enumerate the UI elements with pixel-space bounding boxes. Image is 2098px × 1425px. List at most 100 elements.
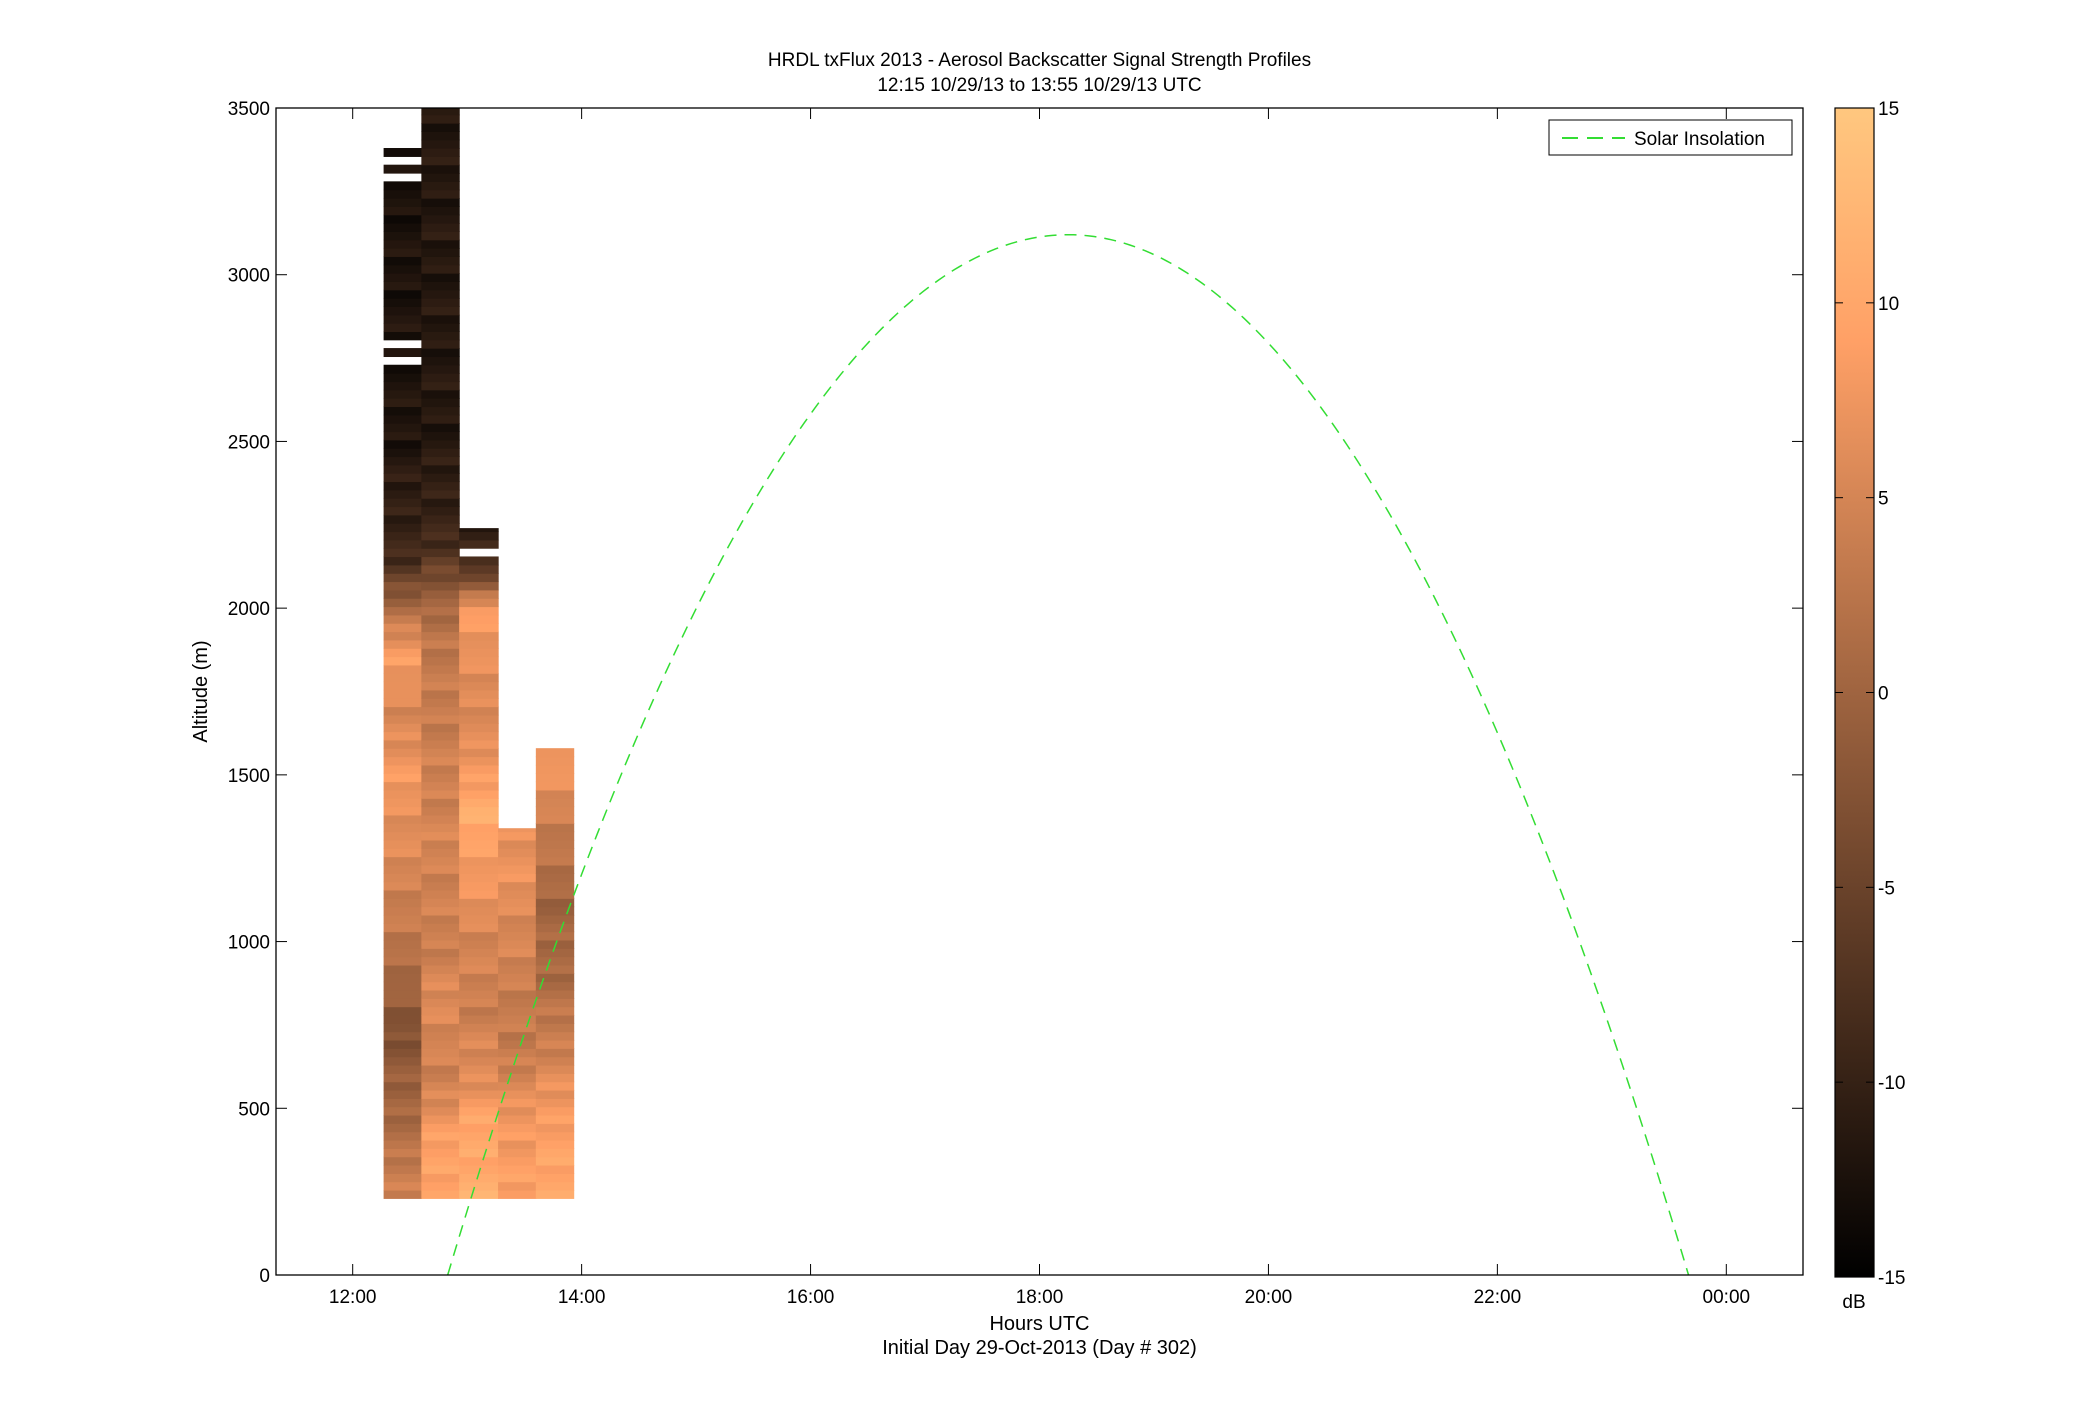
heatmap-cell	[535, 781, 575, 791]
heatmap-cell	[535, 873, 575, 883]
heatmap-cell	[383, 456, 422, 466]
heatmap-cell	[421, 273, 460, 282]
heatmap-cell	[421, 848, 460, 858]
x-tick-label: 12:00	[329, 1287, 377, 1308]
heatmap-cell	[535, 831, 575, 841]
heatmap-cell	[459, 1148, 499, 1158]
heatmap-cell	[383, 923, 422, 933]
x-tick-label: 22:00	[1474, 1287, 1522, 1308]
heatmap-cell	[459, 539, 499, 549]
heatmap-cell	[383, 723, 422, 733]
heatmap-cell	[421, 456, 460, 466]
heatmap-cell	[535, 973, 575, 983]
y-tick-label: 1500	[228, 766, 270, 787]
heatmap-cell	[383, 898, 422, 908]
heatmap-cell	[383, 1031, 422, 1041]
heatmap-cell	[535, 1156, 575, 1166]
heatmap-cell	[459, 648, 499, 658]
profile-column-2	[459, 528, 499, 1199]
heatmap-cell	[459, 1031, 499, 1041]
heatmap-cell	[459, 964, 499, 974]
heatmap-cell	[421, 681, 460, 691]
heatmap-cell	[498, 828, 537, 833]
heatmap-cell	[383, 364, 422, 374]
heatmap-cell	[459, 789, 499, 799]
heatmap-cell	[383, 814, 422, 824]
profile-column-4	[535, 748, 575, 1199]
heatmap-cell	[535, 1023, 575, 1033]
heatmap-cell	[421, 723, 460, 733]
heatmap-cell	[459, 1181, 499, 1191]
profile-column-3	[498, 828, 537, 1199]
heatmap-cell	[383, 1106, 422, 1116]
heatmap-cell	[383, 206, 422, 216]
heatmap-cell	[421, 356, 460, 366]
heatmap-cell	[383, 348, 422, 358]
heatmap-cell	[459, 864, 499, 874]
heatmap-cell	[383, 539, 422, 549]
heatmap-cell	[421, 1006, 460, 1016]
heatmap-cell	[498, 939, 537, 949]
x-tick-label: 18:00	[1016, 1287, 1064, 1308]
heatmap-cell	[383, 981, 422, 991]
colorbar: -15 -10 -5 0 5 10 15 dB	[1834, 99, 1905, 1313]
heatmap-cell	[498, 989, 537, 999]
heatmap-cell	[459, 814, 499, 824]
heatmap-cell	[383, 189, 422, 199]
heatmap-cell	[421, 614, 460, 624]
heatmap-cell	[383, 581, 422, 591]
heatmap-cell	[383, 256, 422, 266]
heatmap-cell	[383, 689, 422, 699]
heatmap-cell	[383, 681, 422, 691]
heatmap-cell	[383, 748, 422, 758]
heatmap-cell	[383, 1023, 422, 1033]
heatmap-cell	[383, 431, 422, 441]
heatmap-cell	[383, 1181, 422, 1191]
y-tick-label: 0	[259, 1266, 270, 1287]
heatmap-cell	[421, 514, 460, 524]
heatmap-cell	[421, 489, 460, 499]
heatmap-cell	[421, 556, 460, 566]
heatmap-cell	[498, 1081, 537, 1091]
heatmap-cell	[535, 1164, 575, 1174]
heatmap-cell	[459, 698, 499, 708]
heatmap-cell	[421, 964, 460, 974]
heatmap-cell	[383, 289, 422, 299]
heatmap-cell	[459, 856, 499, 866]
heatmap-cell	[459, 1123, 499, 1133]
chart-title: HRDL txFlux 2013 - Aerosol Backscatter S…	[768, 50, 1311, 71]
heatmap-cell	[535, 1181, 575, 1191]
heatmap-cell	[498, 1148, 537, 1158]
heatmap-cell	[459, 614, 499, 624]
heatmap-cell	[421, 573, 460, 583]
heatmap-cell	[535, 931, 575, 941]
heatmap-cell	[421, 714, 460, 724]
heatmap-cell	[498, 1006, 537, 1016]
heatmap-cell	[459, 773, 499, 783]
heatmap-cell	[383, 1073, 422, 1083]
heatmap-cell	[383, 464, 422, 474]
heatmap-cell	[383, 806, 422, 816]
heatmap-cell	[535, 1073, 575, 1083]
heatmap-cell	[383, 406, 422, 416]
heatmap-cell	[459, 1081, 499, 1091]
heatmap-cell	[421, 564, 460, 574]
colorbar-tick-label: -15	[1878, 1268, 1905, 1289]
heatmap-cell	[383, 181, 422, 191]
heatmap-cell	[459, 973, 499, 983]
heatmap-cell	[421, 1114, 460, 1124]
heatmap-cell	[383, 223, 422, 232]
heatmap-cell	[421, 506, 460, 516]
heatmap-cell	[535, 981, 575, 991]
heatmap-cell	[421, 1048, 460, 1058]
heatmap-cell	[498, 864, 537, 874]
heatmap-cell	[459, 956, 499, 966]
heatmap-cell	[498, 948, 537, 958]
heatmap-cell	[421, 173, 460, 182]
heatmap-cell	[459, 1173, 499, 1183]
heatmap-cell	[383, 598, 422, 608]
heatmap-cell	[383, 1123, 422, 1133]
heatmap-cell	[383, 148, 422, 157]
y-tick-label: 1000	[228, 933, 270, 954]
heatmap-cell	[383, 989, 422, 999]
